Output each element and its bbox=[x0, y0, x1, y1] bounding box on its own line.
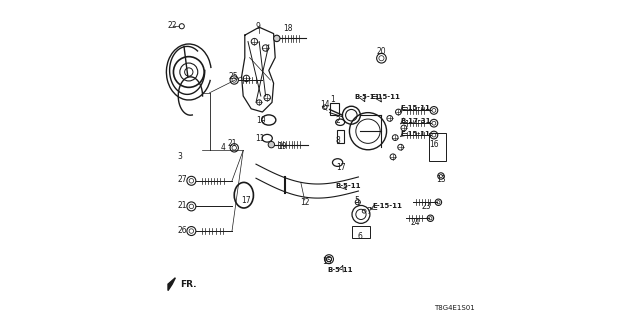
Text: 21: 21 bbox=[178, 201, 187, 210]
Text: 1: 1 bbox=[330, 95, 335, 104]
Text: 19: 19 bbox=[277, 142, 287, 151]
Circle shape bbox=[268, 141, 275, 148]
Text: 24: 24 bbox=[410, 218, 420, 227]
Text: 14: 14 bbox=[320, 100, 330, 109]
Text: 8: 8 bbox=[335, 136, 340, 145]
Text: E-15-11: E-15-11 bbox=[401, 105, 431, 111]
Text: 12: 12 bbox=[300, 198, 310, 207]
Text: 10: 10 bbox=[256, 116, 266, 124]
Text: 11: 11 bbox=[255, 134, 265, 143]
Text: 4: 4 bbox=[220, 143, 225, 152]
Text: 26: 26 bbox=[178, 226, 188, 235]
Polygon shape bbox=[168, 278, 175, 291]
Text: 6: 6 bbox=[358, 232, 363, 241]
Text: 22: 22 bbox=[167, 21, 177, 30]
Text: 2: 2 bbox=[336, 116, 340, 124]
Text: 7: 7 bbox=[366, 207, 371, 216]
Text: 20: 20 bbox=[377, 47, 387, 56]
Text: B-17-31: B-17-31 bbox=[401, 118, 431, 124]
Text: 21: 21 bbox=[227, 139, 237, 148]
Text: T8G4E1S01: T8G4E1S01 bbox=[434, 305, 474, 311]
Text: 9: 9 bbox=[255, 22, 260, 31]
Text: B-5-11: B-5-11 bbox=[327, 268, 353, 273]
Text: FR.: FR. bbox=[180, 280, 196, 289]
Text: 18: 18 bbox=[283, 24, 292, 33]
Text: 27: 27 bbox=[178, 175, 188, 184]
Text: E-15-11: E-15-11 bbox=[401, 131, 431, 137]
Text: 5: 5 bbox=[355, 196, 360, 204]
Text: B-5-11: B-5-11 bbox=[335, 183, 361, 188]
Text: 16: 16 bbox=[429, 140, 438, 148]
Text: 3: 3 bbox=[178, 152, 182, 161]
Text: 17: 17 bbox=[337, 163, 346, 172]
Text: E-15-11: E-15-11 bbox=[371, 94, 401, 100]
Text: 23: 23 bbox=[422, 202, 431, 211]
Text: 17: 17 bbox=[242, 196, 252, 204]
Text: E-15-11: E-15-11 bbox=[372, 204, 403, 209]
Text: 15: 15 bbox=[323, 257, 332, 266]
Text: 13: 13 bbox=[436, 175, 446, 184]
Text: 25: 25 bbox=[228, 72, 238, 81]
Text: B-5-11: B-5-11 bbox=[355, 94, 380, 100]
Circle shape bbox=[274, 35, 280, 42]
